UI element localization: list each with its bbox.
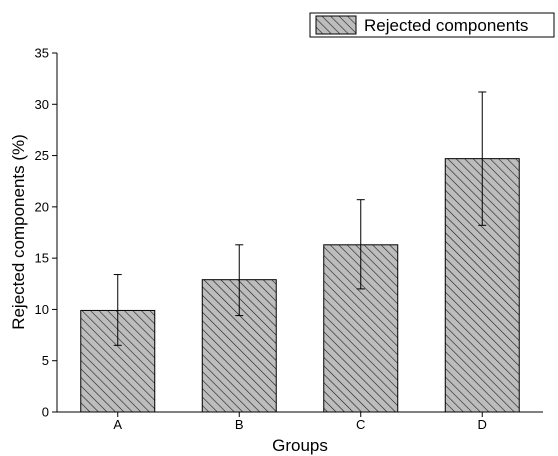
y-tick-label: 5 <box>42 353 49 368</box>
y-tick-label: 0 <box>42 405 49 420</box>
y-tick-label: 20 <box>35 199 49 214</box>
legend: Rejected components <box>309 12 555 38</box>
y-tick-label: 30 <box>35 97 49 112</box>
x-axis-title: Groups <box>272 436 328 455</box>
x-ticks: A B C D <box>113 412 487 432</box>
y-tick-label: 25 <box>35 148 49 163</box>
x-tick-label: C <box>356 417 365 432</box>
legend-swatch <box>315 15 357 35</box>
y-tick-label: 10 <box>35 302 49 317</box>
legend-label: Rejected components <box>364 16 528 35</box>
x-tick-label: A <box>113 417 122 432</box>
x-tick-label: B <box>235 417 244 432</box>
y-ticks: 0 5 10 15 20 25 30 35 <box>35 46 57 420</box>
error-bars <box>113 91 487 346</box>
y-tick-label: 15 <box>35 251 49 266</box>
bars <box>80 158 520 413</box>
x-tick-label: D <box>478 417 487 432</box>
y-tick-label: 35 <box>35 46 49 61</box>
y-axis-title: Rejected components (%) <box>9 134 28 330</box>
